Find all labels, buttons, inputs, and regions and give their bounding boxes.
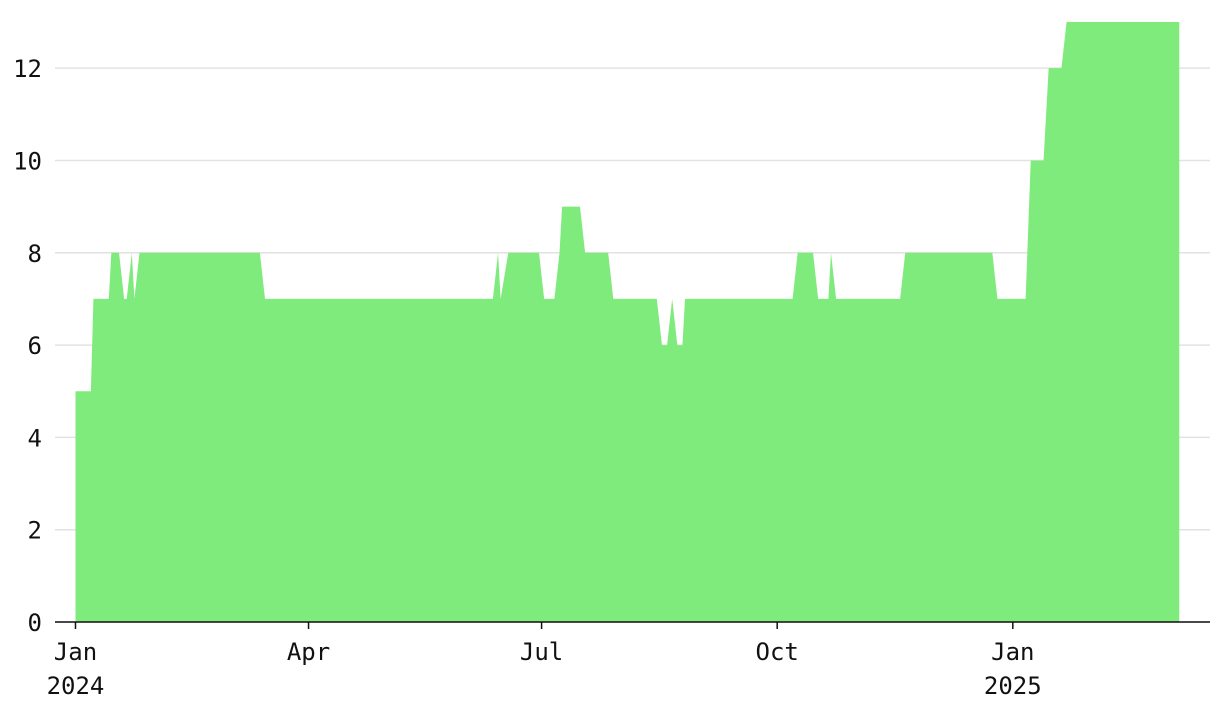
y-tick-label: 12 (13, 55, 42, 83)
x-tick-label: Oct (756, 638, 799, 666)
y-tick-label: 10 (13, 147, 42, 175)
area (75, 22, 1180, 622)
x-tick-label-line: Jan (991, 638, 1034, 666)
y-tick-label: 4 (28, 424, 42, 452)
x-tick-label-line: 2024 (47, 672, 105, 700)
y-tick-label: 2 (28, 517, 42, 545)
y-tick-label: 6 (28, 332, 42, 360)
y-tick-label: 8 (28, 240, 42, 268)
x-tick-label-line: 2025 (984, 672, 1042, 700)
x-tick-label-line: Jul (520, 638, 563, 666)
y-tick-label: 0 (28, 609, 42, 637)
x-tick-label-line: Oct (756, 638, 799, 666)
x-tick-label: Jan 2024 (47, 638, 105, 700)
x-tick-label-line: Jan (54, 638, 97, 666)
x-tick-label: Apr (287, 638, 330, 666)
x-tick-label-line: Apr (287, 638, 330, 666)
x-tick-label: Jul (520, 638, 563, 666)
x-tick-label: Jan 2025 (984, 638, 1042, 700)
